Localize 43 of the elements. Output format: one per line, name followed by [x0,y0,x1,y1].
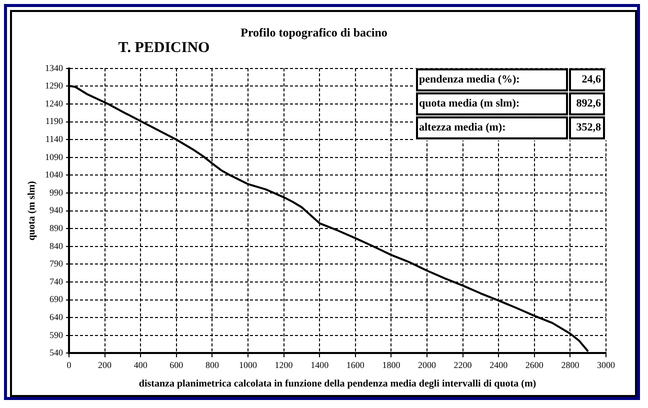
x-tick-label: 1600 [346,360,365,370]
annotation: quota media (m slm): [419,98,520,110]
y-tick-label: 690 [50,294,64,304]
x-tick-label: 200 [98,360,112,370]
x-tick-label: 0 [66,360,72,370]
y-tick-label: 1090 [45,152,64,162]
y-tick-label: 840 [50,240,64,251]
annotation: 892,6 [576,98,602,110]
x-tick-label: 800 [205,360,220,370]
x-axis-title: distanza planimetrica calcolata in funzione della pendenza media degli intervalli di quota (m) [138,378,536,390]
x-tick-label: 2000 [418,360,436,370]
x-tick-label: 2600 [525,360,544,370]
y-tick-label: 790 [50,258,64,269]
x-tick-label: 1000 [239,360,258,370]
chart-subtitle: T. PEDICINO [118,40,210,56]
y-tick-label: 540 [50,348,64,358]
y-tick-label: 990 [50,187,64,198]
y-tick-label: 640 [50,312,64,322]
x-tick-label: 1800 [382,360,401,370]
x-tick-label: 3000 [597,360,616,370]
chart-title: Profilo topografico di bacino [240,25,388,40]
y-tick-label: 1140 [45,134,64,144]
x-tick-label: 600 [170,360,184,370]
x-tick-label: 2200 [454,360,472,370]
x-tick-label: 2400 [490,360,508,370]
x-tick-label: 1200 [274,360,294,370]
annotation: altezza media (m): [419,122,506,134]
annotation: 24,6 [582,74,602,86]
y-tick-label: 1190 [45,116,64,126]
y-tick-label: 740 [50,276,64,286]
y-tick-label: 940 [50,205,64,216]
y-tick-label: 1290 [45,80,64,91]
y-tick-label: 1040 [45,170,64,180]
y-axis-title: quota (m slm) [26,181,38,241]
y-tick-label: 1340 [45,62,64,73]
y-tick-label: 1240 [45,98,64,108]
x-tick-label: 400 [134,360,148,370]
annotation: 352,8 [576,122,602,134]
x-tick-label: 1400 [310,360,330,370]
y-tick-label: 590 [50,330,64,340]
x-tick-label: 2800 [561,360,580,370]
y-tick-label: 890 [50,222,64,233]
annotation: pendenza media (%): [419,74,520,86]
